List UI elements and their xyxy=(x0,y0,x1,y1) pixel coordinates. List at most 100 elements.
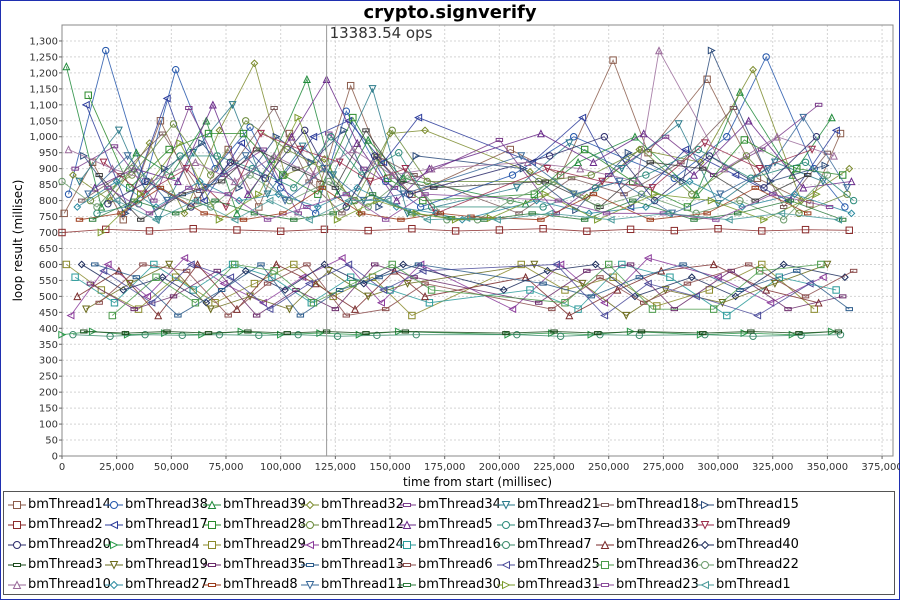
data-point-bmThread29 xyxy=(97,286,106,294)
data-point-bmThread3 xyxy=(747,329,755,334)
data-point-bmThread37 xyxy=(357,171,366,179)
data-point-bmThread22 xyxy=(736,196,744,205)
y-tick-label: 550 xyxy=(39,276,58,287)
series-line-bmThread14 xyxy=(63,58,841,221)
data-point-bmThread25 xyxy=(643,279,652,288)
x-tick-label: 250,000 xyxy=(588,462,629,473)
data-point-bmThread33 xyxy=(362,128,370,133)
data-point-bmThread17 xyxy=(414,113,423,122)
legend-marker xyxy=(301,521,319,529)
data-point-bmThread19 xyxy=(530,260,539,269)
data-point-bmThread24 xyxy=(508,305,517,314)
data-point-bmThread30 xyxy=(528,211,536,216)
legend-label: bmThread9 xyxy=(716,517,791,532)
data-point-bmThread1 xyxy=(304,215,313,224)
data-point-bmThread11 xyxy=(399,190,408,199)
data-point-bmThread23 xyxy=(381,217,390,222)
data-point-bmThread40 xyxy=(731,292,740,301)
data-point-bmThread14 xyxy=(346,81,355,90)
data-point-bmThread16 xyxy=(775,273,783,281)
y-axis-label: loop result (millisec) xyxy=(11,180,25,302)
data-point-bmThread6 xyxy=(95,300,103,305)
annotation-label: 13383.54 ops xyxy=(330,24,433,42)
legend-marker xyxy=(203,500,221,509)
data-point-bmThread19 xyxy=(770,279,779,288)
data-point-bmThread25 xyxy=(600,311,609,320)
data-point-bmThread32 xyxy=(180,209,189,218)
data-point-bmThread2 xyxy=(714,224,722,233)
x-axis-label: time from start (millisec) xyxy=(403,475,552,489)
data-point-bmThread25 xyxy=(226,273,235,282)
data-point-bmThread8 xyxy=(646,217,654,222)
data-point-bmThread6 xyxy=(139,262,147,267)
data-point-bmThread1 xyxy=(383,196,392,205)
data-point-bmThread7 xyxy=(215,330,224,339)
data-point-bmThread17 xyxy=(199,196,208,205)
data-point-bmThread15 xyxy=(235,183,244,192)
data-point-bmThread8 xyxy=(357,211,366,216)
data-point-bmThread37 xyxy=(591,184,600,192)
legend-marker xyxy=(696,580,714,590)
data-point-bmThread30 xyxy=(211,198,219,203)
data-point-bmThread28 xyxy=(84,91,92,99)
data-point-bmThread8 xyxy=(589,192,598,197)
y-tick-label: 400 xyxy=(39,324,58,335)
data-point-bmThread24 xyxy=(180,254,189,263)
data-point-bmThread13 xyxy=(539,281,547,286)
data-point-bmThread8 xyxy=(75,217,84,222)
legend-label: bmThread11 xyxy=(321,577,404,592)
data-point-bmThread18 xyxy=(270,106,278,111)
data-point-bmThread2 xyxy=(495,226,504,234)
x-tick-label: 50,000 xyxy=(154,462,189,473)
data-point-bmThread21 xyxy=(368,85,377,94)
data-point-bmThread10 xyxy=(191,157,200,166)
data-point-bmThread37 xyxy=(427,203,436,211)
legend-marker xyxy=(497,580,515,590)
data-point-bmThread1 xyxy=(492,215,501,224)
data-point-bmThread27 xyxy=(73,203,82,211)
y-tick-label: 100 xyxy=(39,420,58,431)
data-point-bmThread15 xyxy=(198,139,207,148)
data-point-bmThread9 xyxy=(182,164,191,173)
data-point-bmThread36 xyxy=(152,273,160,281)
data-point-bmThread29 xyxy=(62,260,71,269)
data-point-bmThread2 xyxy=(583,227,591,235)
series-line-bmThread22 xyxy=(61,168,828,221)
data-point-bmThread24 xyxy=(66,311,75,320)
data-point-bmThread36 xyxy=(648,305,657,313)
data-point-bmThread10 xyxy=(388,170,397,179)
y-tick-label: 950 xyxy=(39,148,58,159)
data-point-bmThread1 xyxy=(545,209,554,218)
y-tick-label: 1,050 xyxy=(29,116,58,127)
data-point-bmThread33 xyxy=(430,185,438,190)
data-point-bmThread12 xyxy=(241,117,250,125)
data-point-bmThread15 xyxy=(624,148,633,157)
data-point-bmThread33 xyxy=(292,166,300,171)
data-point-bmThread33 xyxy=(541,179,549,184)
x-tick-label: 225,000 xyxy=(533,462,574,473)
data-point-bmThread38 xyxy=(723,133,731,141)
data-point-bmThread22 xyxy=(823,171,832,179)
data-point-bmThread38 xyxy=(342,107,350,115)
data-point-bmThread27 xyxy=(685,177,694,186)
data-point-bmThread22 xyxy=(594,203,602,211)
data-point-bmThread16 xyxy=(618,260,626,269)
data-point-bmThread13 xyxy=(91,262,99,267)
data-point-bmThread12 xyxy=(795,209,803,218)
data-point-bmThread30 xyxy=(580,217,589,222)
data-point-bmThread23 xyxy=(224,192,232,197)
data-point-bmThread6 xyxy=(182,268,191,273)
data-point-bmThread20 xyxy=(705,152,714,160)
data-point-bmThread5 xyxy=(208,100,217,109)
legend-label: bmThread29 xyxy=(223,537,306,552)
legend-label: bmThread8 xyxy=(223,577,298,592)
data-point-bmThread4 xyxy=(58,330,67,339)
data-point-bmThread7 xyxy=(294,330,302,339)
data-point-bmThread29 xyxy=(290,260,298,269)
data-point-bmThread2 xyxy=(189,224,197,233)
data-point-bmThread30 xyxy=(786,198,794,203)
data-point-bmThread8 xyxy=(751,185,759,190)
data-point-bmThread40 xyxy=(281,286,289,294)
data-point-bmThread26 xyxy=(565,311,574,320)
legend-label: bmThread17 xyxy=(125,517,208,532)
